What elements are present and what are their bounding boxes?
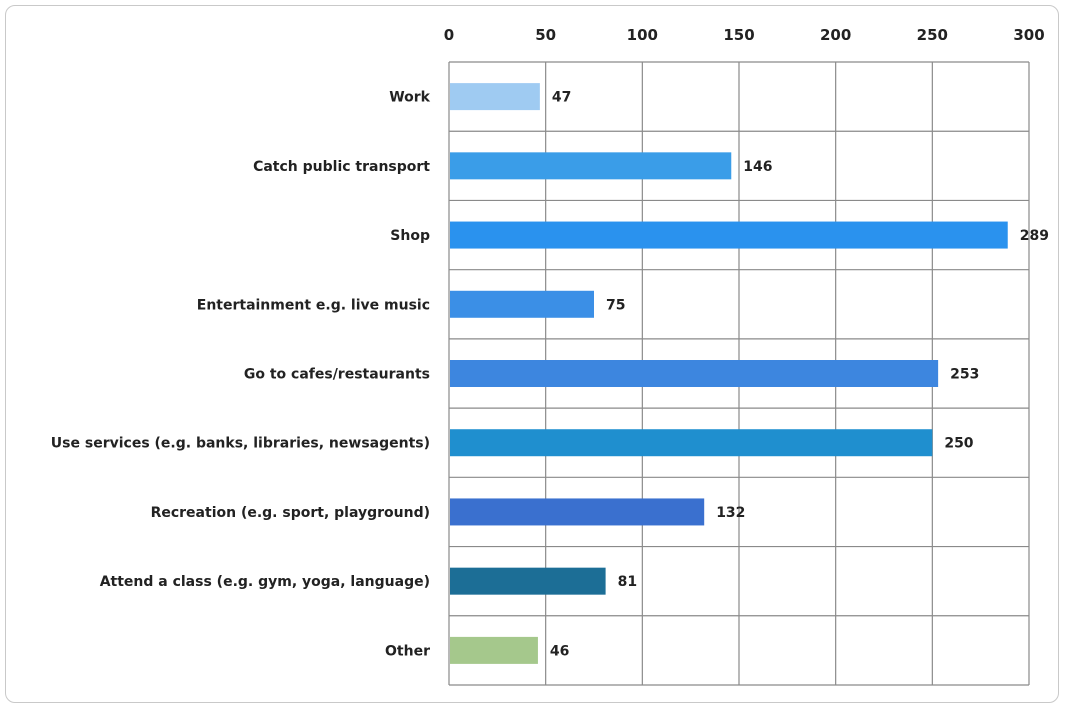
bar-2: [450, 221, 1008, 249]
value-label: 75: [606, 297, 625, 313]
x-tick-label: 100: [627, 26, 658, 44]
bar-3: [450, 290, 594, 318]
bar-5: [450, 429, 933, 457]
grid-layer: [448, 61, 1030, 686]
category-label: Use services (e.g. banks, libraries, new…: [51, 436, 430, 452]
value-label: 289: [1020, 228, 1049, 244]
category-label: Recreation (e.g. sport, playground): [151, 505, 430, 521]
bar-7: [450, 567, 606, 595]
category-labels: Work Catch public transport Shop Entertainm…: [51, 90, 431, 660]
category-label: Go to cafes/restaurants: [244, 367, 430, 383]
bar-0: [450, 83, 540, 111]
x-tick-label: 0: [444, 26, 454, 44]
value-label: 146: [743, 159, 772, 175]
category-label: Work: [389, 90, 430, 106]
value-label: 47: [552, 90, 571, 106]
value-label: 46: [550, 643, 569, 659]
x-tick-label: 150: [723, 26, 754, 44]
x-tick-label: 200: [820, 26, 851, 44]
bars: [450, 83, 1008, 664]
bar-8: [450, 636, 538, 664]
category-label: Shop: [390, 228, 430, 244]
x-tick-label: 300: [1013, 26, 1044, 44]
category-label: Other: [385, 643, 430, 659]
x-tick-label: 250: [917, 26, 948, 44]
category-label: Catch public transport: [253, 159, 430, 175]
value-label: 253: [950, 367, 979, 383]
x-axis-ticks: 0 50 100 150 200 250 300: [444, 26, 1045, 44]
category-label: Attend a class (e.g. gym, yoga, language…: [100, 574, 430, 590]
x-tick-label: 50: [535, 26, 556, 44]
category-label: Entertainment e.g. live music: [197, 297, 430, 313]
value-label: 81: [618, 574, 637, 590]
bar-4: [450, 360, 939, 387]
bar-6: [450, 498, 705, 526]
value-labels: 47 146 289 75 253 250 132 81 46: [550, 90, 1049, 660]
bar-1: [450, 152, 732, 180]
value-label: 250: [944, 436, 973, 452]
value-label: 132: [716, 505, 745, 521]
